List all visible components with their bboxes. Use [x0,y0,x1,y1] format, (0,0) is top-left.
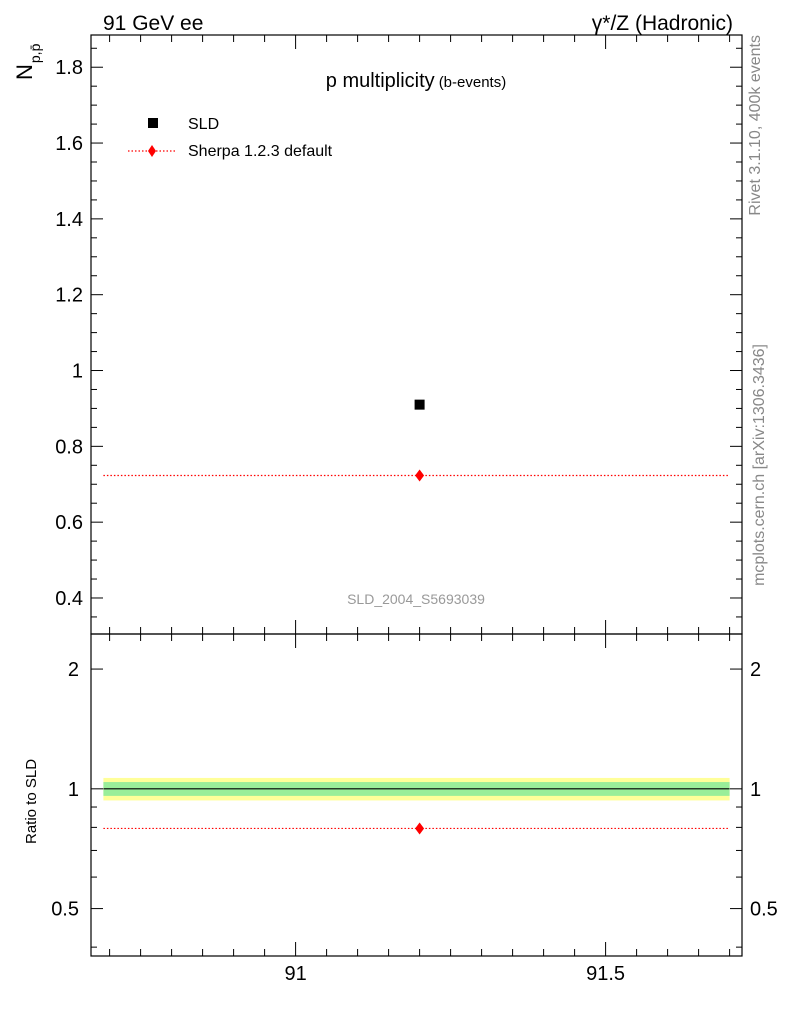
ratio-panel: 0.5 0.5 1 1 2 2 91 91.5 Ratio to SLD [23,633,778,985]
main-y-tick-label: 1.6 [55,133,83,155]
watermark-label: SLD_2004_S5693039 [347,591,485,607]
main-ticks: 0.4 0.6 0.8 1 1.2 1.4 1.6 1.8 [55,35,742,634]
main-panel: 0.4 0.6 0.8 1 1.2 1.4 1.6 1.8 p multiplicity (b-… [12,34,743,635]
header-left-label: 91 GeV ee [103,12,203,35]
main-y-tick-label: 1.2 [55,285,83,307]
ratio-y-axis-label: Ratio to SLD [23,759,40,844]
main-title-text: p multiplicity [326,70,435,92]
ratio-y-tick-label-right: 0.5 [750,899,778,921]
main-title: p multiplicity (b-events) [326,70,506,92]
ratio-marks [103,788,730,835]
ratio-panel-frame [90,633,743,957]
legend-sld-label: SLD [188,116,219,133]
rivet-version-label: Rivet 3.1.10, 400k events [747,35,764,216]
main-y-axis-label-text: Np,p̄ [12,43,43,80]
legend-sherpa-marker [148,145,156,157]
main-y-axis-label-main: N [12,64,37,80]
x-tick-label: 91.5 [586,963,625,985]
ratio-y-tick-label-left: 2 [68,659,79,681]
main-y-axis-label: Np,p̄ [12,43,43,80]
legend: SLD Sherpa 1.2.3 default [128,116,333,160]
main-y-tick-label: 0.4 [55,588,83,610]
x-tick-label: 91 [284,963,306,985]
ratio-y-axis-label-text: Ratio to SLD [23,759,40,844]
ratio-y-tick-label-right: 2 [750,659,761,681]
main-y-tick-label: 1 [72,361,83,383]
main-y-tick-label: 0.8 [55,436,83,458]
main-y-tick-label: 1.4 [55,209,83,231]
ratio-y-tick-label-left: 0.5 [51,899,79,921]
legend-sld-marker [148,118,158,128]
main-y-tick-label: 0.6 [55,512,83,534]
ratio-sherpa-point [415,822,425,835]
header-right-label: γ*/Z (Hadronic) [592,12,733,35]
ratio-y-tick-label-right: 1 [750,779,761,801]
mcplots-label: mcplots.cern.ch [arXiv:1306.3436] [751,344,768,586]
main-marks [103,399,730,482]
main-y-axis-label-sub: p,p̄ [27,43,43,63]
sherpa-point [415,469,425,482]
main-y-tick-label: 1.8 [55,57,83,79]
ratio-y-tick-label-left: 1 [68,779,79,801]
main-title-suffix: (b-events) [439,74,507,91]
sld-point [414,399,425,410]
legend-sherpa-label: Sherpa 1.2.3 default [188,143,333,160]
ratio-ticks: 0.5 0.5 1 1 2 2 91 91.5 [51,634,778,985]
